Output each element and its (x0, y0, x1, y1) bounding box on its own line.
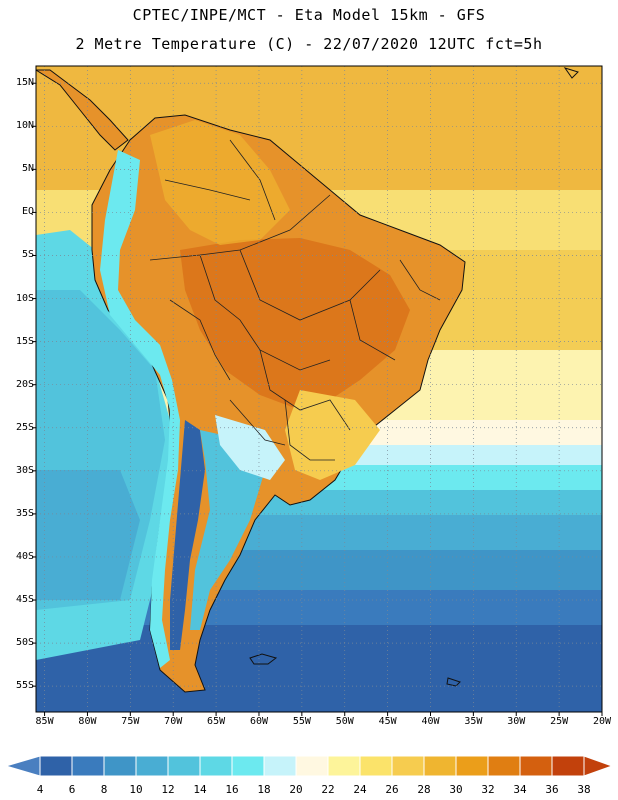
lat-label: 40S (15, 550, 34, 562)
lat-label: 30S (15, 464, 34, 476)
lat-label: 50S (15, 637, 34, 649)
lon-label: 85W (35, 716, 54, 727)
colorbar-label: 18 (257, 783, 271, 796)
lat-label: 5S (21, 249, 34, 261)
colorbar-label: 34 (513, 783, 527, 796)
lat-label: 45S (15, 594, 34, 606)
colorbar-label: 20 (289, 783, 303, 796)
colorbar-swatch (551, 755, 585, 777)
colorbar-lower-arrow (4, 755, 41, 777)
colorbar-swatch (487, 755, 521, 777)
map-title-line-1: CPTEC/INPE/MCT - Eta Model 15km - GFS (132, 6, 486, 24)
colorbar-swatch (167, 755, 201, 777)
lon-label: 75W (121, 716, 140, 727)
lat-label: 25S (15, 421, 34, 433)
colorbar-swatch (199, 755, 233, 777)
colorbar-label: 38 (577, 783, 591, 796)
colorbar-label: 16 (225, 783, 239, 796)
lat-label: 10S (15, 292, 34, 304)
lon-label: 60W (249, 716, 268, 727)
lon-label: 50W (335, 716, 354, 727)
colorbar-label: 30 (449, 783, 463, 796)
lon-label: 70W (164, 716, 183, 727)
colorbar-label: 32 (481, 783, 495, 796)
colorbar-label: 8 (100, 783, 108, 796)
lon-label: 45W (378, 716, 397, 727)
colorbar-label: 6 (68, 783, 76, 796)
colorbar-swatch (103, 755, 137, 777)
lat-label: 5N (21, 163, 34, 175)
lon-label: 20W (592, 716, 612, 727)
lon-label: 25W (550, 716, 569, 727)
colorbar-swatch (295, 755, 329, 777)
country-borders (149, 139, 441, 461)
lon-label: 30W (507, 716, 526, 727)
lat-label: 15S (15, 335, 34, 347)
colorbar-label: 12 (161, 783, 175, 796)
map-title-line-2: 2 Metre Temperature (C) - 22/07/2020 12U… (75, 35, 543, 53)
colorbar-swatch (263, 755, 297, 777)
colorbar-swatch (359, 755, 393, 777)
lon-label: 65W (207, 716, 226, 727)
colorbar-swatch (71, 755, 105, 777)
colorbar-swatch (231, 755, 265, 777)
colorbar-swatch (391, 755, 425, 777)
colorbar-label: 26 (385, 783, 399, 796)
lat-label: 15N (15, 77, 34, 89)
colorbar-swatch (519, 755, 553, 777)
colorbar-label: 4 (36, 783, 44, 796)
colorbar-swatch (327, 755, 361, 777)
lat-label: 20S (15, 378, 34, 390)
lat-label: 10N (15, 120, 34, 132)
colorbar-label: 10 (129, 783, 143, 796)
map-border (35, 65, 603, 713)
colorbar-upper-arrow (583, 755, 614, 777)
colorbar-swatch (455, 755, 489, 777)
colorbar-label: 22 (321, 783, 335, 796)
lat-label: EQ (21, 206, 34, 218)
falkland-islands (249, 653, 278, 665)
colorbar-swatch (423, 755, 457, 777)
colorbar-swatch (39, 755, 73, 777)
colorbar-swatch (135, 755, 169, 777)
temperature-colorbar (4, 755, 614, 777)
colorbar-label: 24 (353, 783, 367, 796)
colorbar-label: 14 (193, 783, 207, 796)
colorbar-label: 28 (417, 783, 431, 796)
lat-label: 35S (15, 507, 34, 519)
lon-label: 80W (78, 716, 97, 727)
lon-label: 35W (464, 716, 483, 727)
lon-label: 55W (292, 716, 311, 727)
colorbar-label: 36 (545, 783, 559, 796)
lon-label: 40W (421, 716, 440, 727)
lat-label: 55S (15, 680, 34, 692)
